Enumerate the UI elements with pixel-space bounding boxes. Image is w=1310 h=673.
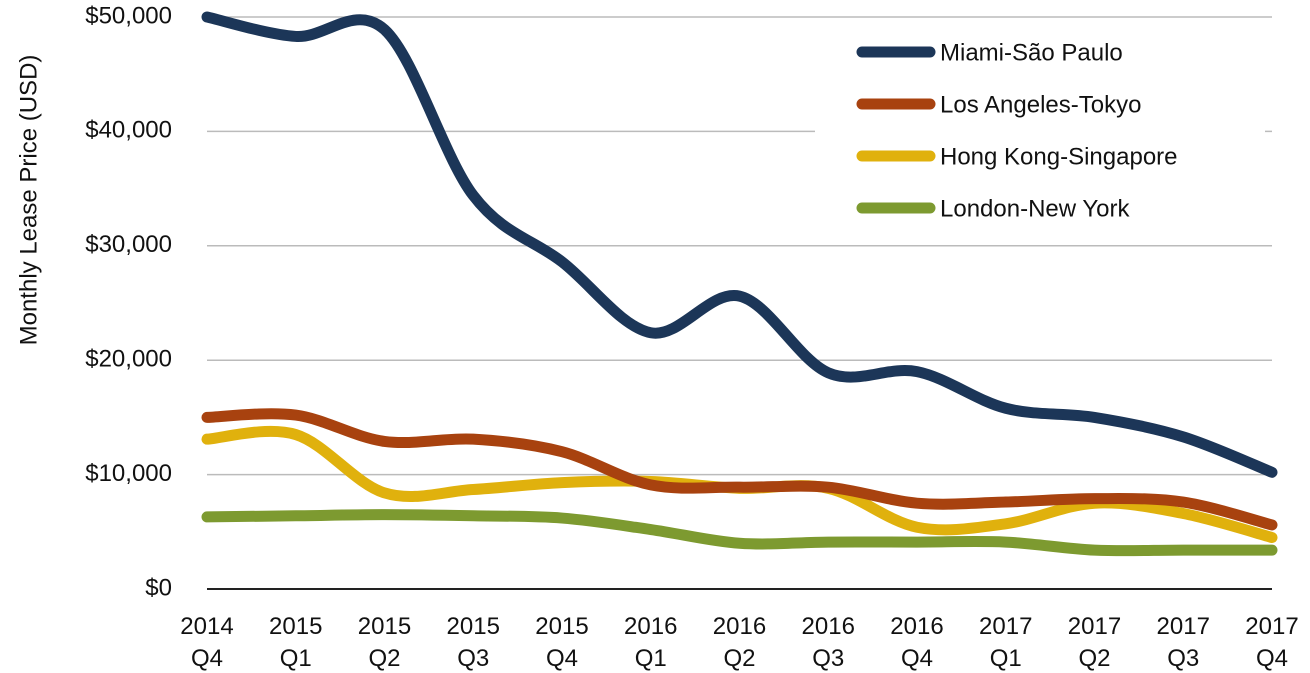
x-tick-label: 2016 Q4 xyxy=(890,613,943,672)
y-tick-label: $0 xyxy=(145,574,172,601)
y-axis-label: Monthly Lease Price (USD) xyxy=(15,55,42,346)
x-tick-label: 2015 Q3 xyxy=(447,613,500,672)
x-tick-label: 2015 Q1 xyxy=(269,613,322,672)
y-tick-label: $30,000 xyxy=(85,231,172,258)
legend-label: London-New York xyxy=(940,195,1130,222)
x-tick-label: 2017 Q4 xyxy=(1245,613,1298,672)
legend-box xyxy=(815,28,1265,236)
x-tick-label: 2015 Q2 xyxy=(358,613,411,672)
x-tick-label: 2017 Q3 xyxy=(1157,613,1210,672)
legend-label: Hong Kong-Singapore xyxy=(940,143,1178,170)
line-series xyxy=(201,408,1278,531)
y-tick-label: $10,000 xyxy=(85,460,172,487)
x-tick-label: 2015 Q4 xyxy=(535,613,588,672)
x-tick-label: 2016 Q2 xyxy=(713,613,766,672)
legend-label: Miami-São Paulo xyxy=(940,39,1123,66)
x-tick-label: 2016 Q1 xyxy=(624,613,677,672)
y-tick-label: $50,000 xyxy=(85,2,172,29)
x-tick-label: 2016 Q3 xyxy=(802,613,855,672)
x-tick-label: 2017 Q2 xyxy=(1068,613,1121,672)
x-tick-label: 2014 Q4 xyxy=(180,613,233,672)
line-series xyxy=(201,509,1278,557)
legend-label: Los Angeles-Tokyo xyxy=(940,91,1141,118)
line-series xyxy=(201,11,1278,478)
y-tick-label: $40,000 xyxy=(85,117,172,144)
y-tick-label: $20,000 xyxy=(85,346,172,373)
x-tick-label: 2017 Q1 xyxy=(979,613,1032,672)
